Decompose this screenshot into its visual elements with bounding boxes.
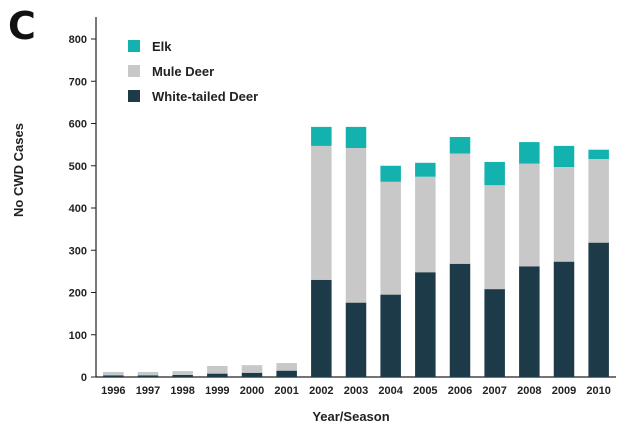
bar-segment-white-tailed-deer [241, 372, 263, 377]
legend-swatch [128, 65, 140, 77]
x-tick-label: 1998 [170, 385, 194, 397]
bar-segment-elk [519, 142, 540, 164]
bar-segment-white-tailed-deer [103, 375, 124, 377]
x-tick-label: 1997 [136, 385, 160, 397]
x-tick-label: 2009 [552, 385, 576, 397]
bar-segment-mule-deer [241, 365, 263, 373]
bar-segment-mule-deer [553, 167, 575, 262]
bar-segment-white-tailed-deer [519, 266, 540, 377]
bar-segment-elk [553, 145, 575, 168]
bar-segment-white-tailed-deer [449, 263, 471, 377]
x-tick-label: 2000 [240, 385, 264, 397]
legend-label: White-tailed Deer [152, 89, 258, 104]
bar-segment-mule-deer [103, 371, 124, 376]
legend-label: Elk [152, 39, 172, 54]
panel-label: C [8, 4, 36, 48]
bar-segment-white-tailed-deer [345, 302, 367, 377]
y-axis-title: No CWD Cases [11, 123, 26, 217]
x-tick-label: 1999 [205, 385, 229, 397]
bars [103, 126, 609, 377]
bar-segment-white-tailed-deer [380, 294, 401, 377]
x-tick-label: 2007 [482, 385, 506, 397]
bar-segment-mule-deer [345, 148, 367, 303]
y-tick-label: 0 [81, 372, 87, 384]
x-tick-label: 2010 [586, 385, 610, 397]
bar-segment-mule-deer [207, 366, 228, 374]
bar-segment-elk [588, 149, 609, 159]
x-tick-label: 2008 [517, 385, 541, 397]
bar-segment-white-tailed-deer [588, 242, 609, 377]
x-tick-label: 2001 [274, 385, 298, 397]
y-tick-label: 800 [69, 34, 87, 46]
bar-segment-white-tailed-deer [415, 272, 436, 377]
bar-segment-white-tailed-deer [172, 374, 193, 377]
bar-segment-elk [484, 161, 505, 186]
legend: Elk Mule Deer White-tailed Deer [128, 39, 258, 104]
y-tick-label: 400 [69, 203, 87, 215]
legend-label: Mule Deer [152, 64, 214, 79]
y-tick-label: 200 [69, 288, 87, 300]
bar-segment-elk [449, 137, 471, 154]
bar-segment-white-tailed-deer [137, 375, 159, 377]
bar-segment-mule-deer [588, 158, 609, 243]
y-tick-label: 300 [69, 245, 87, 257]
x-tick-label: 2004 [378, 385, 403, 397]
legend-swatch [128, 40, 140, 52]
bar-segment-mule-deer [415, 176, 436, 273]
x-tick-label: 1996 [101, 385, 125, 397]
y-tick-label: 100 [69, 330, 87, 342]
bar-segment-white-tailed-deer [311, 279, 332, 377]
bar-segment-mule-deer [311, 145, 332, 280]
bar-segment-elk [311, 126, 332, 146]
bar-segment-white-tailed-deer [276, 370, 297, 377]
bar-segment-elk [415, 162, 436, 177]
bar-segment-mule-deer [449, 153, 471, 264]
legend-swatch [128, 90, 140, 102]
y-axis: 0 100 200 300 400 500 600 700 800 [69, 17, 97, 384]
y-tick-label: 600 [69, 119, 87, 131]
x-tick-label: 2002 [309, 385, 333, 397]
y-tick-label: 500 [69, 161, 87, 173]
bar-segment-mule-deer [519, 163, 540, 267]
bar-segment-elk [345, 126, 367, 149]
bar-segment-mule-deer [172, 371, 193, 375]
bar-segment-mule-deer [276, 363, 297, 371]
x-tick-label: 2003 [344, 385, 368, 397]
x-axis: 1996 1997 1998 1999 2000 2001 2002 2003 2004 2005… [96, 376, 616, 397]
x-tick-label: 2006 [448, 385, 472, 397]
bar-segment-mule-deer [380, 181, 401, 295]
bar-segment-mule-deer [484, 185, 505, 290]
bar-segment-white-tailed-deer [207, 373, 228, 377]
x-tick-label: 2005 [413, 385, 437, 397]
bar-segment-mule-deer [137, 371, 159, 376]
y-tick-label: 700 [69, 76, 87, 88]
x-axis-title: Year/Season [312, 409, 389, 424]
bar-segment-white-tailed-deer [484, 289, 505, 377]
bar-segment-elk [380, 165, 401, 182]
bar-segment-white-tailed-deer [553, 261, 575, 377]
